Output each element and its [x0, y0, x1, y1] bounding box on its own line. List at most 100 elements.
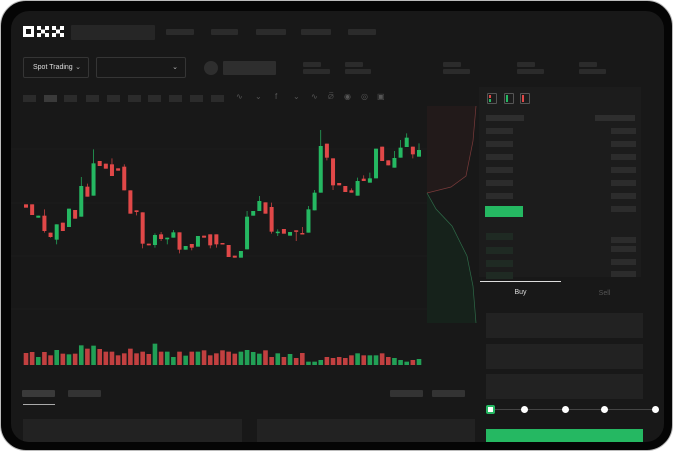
- orderbook-buy-icon[interactable]: [504, 93, 514, 104]
- candle-body: [208, 234, 213, 246]
- chevron-icon[interactable]: ⌄: [293, 92, 300, 101]
- pair-dropdown[interactable]: ⌄: [96, 57, 186, 78]
- candle-body: [116, 168, 121, 171]
- lock-icon[interactable]: ◉: [344, 92, 351, 101]
- candle-body: [36, 215, 41, 218]
- volume-bar: [177, 351, 182, 365]
- last-price-badge[interactable]: [485, 206, 523, 217]
- wave-icon[interactable]: ∿: [311, 92, 318, 101]
- line-icon[interactable]: ⌄: [255, 92, 262, 101]
- slider-handle[interactable]: [486, 405, 495, 414]
- fx-icon[interactable]: f: [275, 92, 278, 101]
- nav-item[interactable]: [256, 29, 286, 35]
- slider-step[interactable]: [521, 406, 528, 413]
- candle-body: [324, 143, 329, 158]
- timeframe-button[interactable]: [107, 95, 120, 102]
- nav-item[interactable]: [211, 29, 238, 35]
- search-bar[interactable]: [71, 25, 155, 40]
- bid-price: [486, 247, 513, 254]
- timeframe-button[interactable]: [64, 95, 77, 102]
- candle-body: [355, 181, 360, 196]
- fullscreen-icon[interactable]: ▣: [377, 92, 385, 101]
- chevron-down-icon: ⌄: [75, 64, 81, 71]
- price-input[interactable]: [486, 313, 643, 338]
- candle-body: [73, 210, 78, 219]
- timeframe-button[interactable]: [44, 95, 57, 102]
- nav-item[interactable]: [348, 29, 376, 35]
- volume-bar: [128, 348, 133, 365]
- candlestick-chart[interactable]: [11, 11, 481, 391]
- orderbook-both-icon[interactable]: [487, 93, 497, 104]
- volume-bar: [72, 353, 78, 365]
- bid-size: [611, 259, 636, 265]
- volume-bar: [152, 343, 158, 365]
- ask-price: [486, 128, 513, 134]
- orderbook-sell-icon[interactable]: [520, 93, 530, 104]
- line-icon[interactable]: ∿: [236, 92, 243, 101]
- volume-bar: [214, 353, 219, 365]
- okx-logo[interactable]: [23, 26, 65, 37]
- timeframe-button[interactable]: [86, 95, 99, 102]
- candle-body: [171, 232, 176, 238]
- ask-size: [611, 206, 636, 212]
- slider-step[interactable]: [562, 406, 569, 413]
- timeframe-button[interactable]: [169, 95, 182, 102]
- candle-body: [312, 192, 317, 211]
- volume-bar: [367, 355, 373, 365]
- volume-bar: [97, 349, 102, 365]
- bottom-tab-history[interactable]: [68, 390, 101, 397]
- ask-price: [486, 141, 513, 147]
- volume-bar: [60, 353, 66, 365]
- candle-body: [331, 158, 336, 186]
- filter-button[interactable]: [390, 390, 423, 397]
- slider-step[interactable]: [601, 406, 608, 413]
- candle-body: [189, 244, 194, 248]
- bottom-tab-open-orders[interactable]: [22, 390, 55, 397]
- filter-button[interactable]: [432, 390, 465, 397]
- volume-bar: [103, 351, 109, 365]
- volume-bar: [263, 350, 268, 365]
- candle-body: [226, 245, 231, 257]
- ask-size: [611, 193, 636, 199]
- nav-item[interactable]: [301, 29, 331, 35]
- eye-icon[interactable]: ◎: [361, 92, 368, 101]
- candle-body: [337, 183, 342, 186]
- ruler-icon[interactable]: ⦱: [328, 92, 334, 101]
- bid-size: [611, 237, 636, 243]
- tab-sell[interactable]: Sell: [598, 290, 611, 297]
- total-input[interactable]: [486, 374, 643, 399]
- buy-button[interactable]: [486, 429, 643, 442]
- candle-body: [195, 236, 200, 247]
- timeframe-button[interactable]: [148, 95, 161, 102]
- volume-bar: [171, 357, 176, 365]
- candle-body: [66, 208, 71, 227]
- candle-body: [392, 158, 397, 168]
- volume-bar: [392, 358, 397, 365]
- timeframe-button[interactable]: [23, 95, 36, 102]
- volume-bar: [306, 361, 311, 365]
- tab-buy[interactable]: Buy: [514, 289, 527, 296]
- volume-bar: [140, 351, 145, 365]
- volume-bar: [244, 350, 250, 365]
- candle-body: [54, 224, 59, 240]
- volume-bar: [201, 350, 207, 365]
- nav-item[interactable]: [166, 29, 194, 35]
- amount-input[interactable]: [486, 344, 643, 369]
- amount-slider[interactable]: [491, 409, 659, 410]
- volume-bar: [238, 351, 244, 365]
- timeframe-button[interactable]: [211, 95, 224, 102]
- orderbook-header: [486, 115, 524, 121]
- candle-body: [349, 190, 354, 193]
- candle-body: [410, 146, 415, 155]
- spot-trading-dropdown[interactable]: Spot Trading ⌄: [23, 57, 89, 78]
- timeframe-button[interactable]: [190, 95, 203, 102]
- ask-price: [486, 180, 513, 186]
- candle-body: [404, 137, 409, 147]
- candle-body: [398, 147, 403, 158]
- candle-body: [232, 255, 237, 258]
- volume-bar: [207, 355, 213, 365]
- volume-bar: [232, 353, 238, 365]
- slider-step[interactable]: [652, 406, 659, 413]
- timeframe-button[interactable]: [128, 95, 141, 102]
